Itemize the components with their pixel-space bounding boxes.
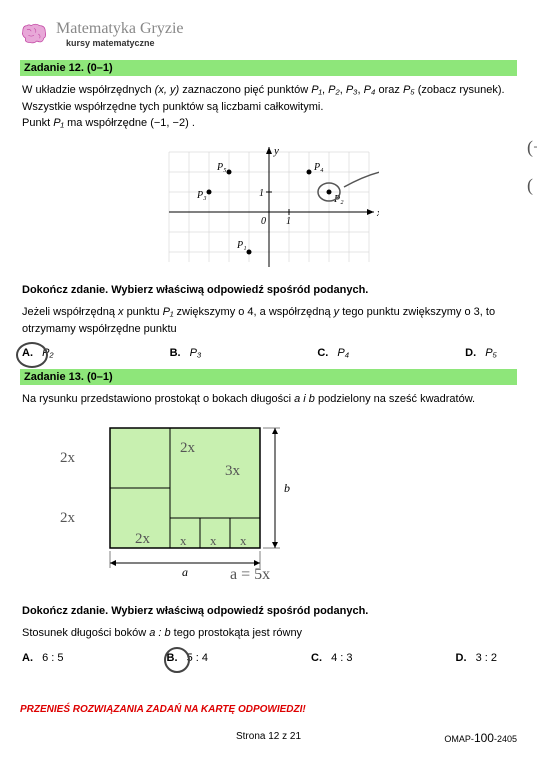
task13-figure: a b 2x 2x 2x 3x 2x x x x a = 5x b=4x a :…	[20, 418, 517, 583]
text: Stosunek długości boków	[22, 627, 149, 639]
label: A.	[22, 652, 33, 664]
label: A.	[22, 347, 33, 359]
svg-text:y: y	[273, 145, 279, 157]
option-a: A. 6 : 5	[22, 652, 63, 664]
math: P₃	[346, 84, 358, 96]
math: P₂	[328, 84, 340, 96]
text: podzielony na sześć kwadratów.	[318, 393, 475, 405]
site-subtitle: kursy matematyczne	[66, 38, 184, 48]
text: Punkt	[22, 117, 53, 129]
task12-figure: x y 0 1 1 P₁ P₂ P₃ P₄ P₅ (−1, − 2) +4 +3…	[20, 142, 517, 272]
task13-header: Zadanie 13. (0–1)	[20, 369, 517, 385]
math: P₅	[485, 347, 497, 359]
option-b: B. P₃	[170, 347, 202, 359]
text: oraz	[378, 84, 402, 96]
task13-instruction: Dokończ zdanie. Wybierz właściwą odpowie…	[22, 603, 515, 620]
text: tego prostokąta jest równy	[174, 627, 302, 639]
hand-2x: 2x	[60, 450, 75, 467]
label: C.	[311, 652, 322, 664]
option-c: C. 4 : 3	[311, 652, 352, 664]
hand-x: x	[210, 533, 217, 549]
text: -2405	[494, 734, 517, 744]
hand-line: ( 3, 1)	[527, 175, 537, 196]
hand-2x: 2x	[60, 510, 75, 527]
task13-question: Stosunek długości boków a : b tego prost…	[22, 625, 515, 642]
hand-2x: 2x	[180, 440, 195, 457]
math: y	[334, 306, 340, 318]
text: punktu	[127, 306, 163, 318]
text: Na rysunku przedstawiono prostokąt o bok…	[22, 393, 294, 405]
option-d: D. P₅	[465, 347, 497, 359]
label: D.	[465, 347, 476, 359]
math: P₁	[311, 84, 322, 96]
math: P₄	[364, 84, 376, 96]
text: Jeżeli współrzędną	[22, 306, 118, 318]
svg-text:0: 0	[261, 216, 266, 227]
svg-text:1: 1	[259, 188, 264, 199]
math: (−1, −2)	[150, 117, 189, 129]
task12-instruction: Dokończ zdanie. Wybierz właściwą odpowie…	[22, 282, 515, 299]
label: B.	[170, 347, 181, 359]
math: a i b	[294, 393, 315, 405]
brain-icon	[20, 22, 48, 46]
option-c: C. P₄	[317, 347, 349, 359]
text: W układzie współrzędnych	[22, 84, 155, 96]
svg-text:a: a	[182, 565, 188, 579]
math: x	[118, 306, 124, 318]
hand-line: (−1, − 2)	[527, 137, 537, 158]
svg-text:P₁: P₁	[236, 240, 247, 251]
footer-instruction: PRZENIEŚ ROZWIĄZANIA ZADAŃ NA KARTĘ ODPO…	[20, 704, 517, 715]
math: (x, y)	[155, 84, 179, 96]
svg-text:P₅: P₅	[216, 162, 227, 173]
svg-text:P₃: P₃	[196, 190, 207, 201]
value: 4 : 3	[331, 652, 352, 664]
coordinate-grid: x y 0 1 1 P₁ P₂ P₃ P₄ P₅	[159, 142, 379, 272]
page-number: Strona 12 z 21	[236, 731, 301, 742]
value: 6 : 5	[42, 652, 63, 664]
option-b: B. 5 : 4	[167, 652, 208, 664]
task12-header: Zadanie 12. (0–1)	[20, 60, 517, 76]
math: P₄	[337, 347, 349, 359]
site-title: Matematyka Gryzie	[56, 20, 184, 38]
text: zaznaczono pięć punktów	[182, 84, 311, 96]
task12-question: Jeżeli współrzędną x punktu P₁ zwiększym…	[22, 304, 515, 337]
math: P₁	[53, 117, 64, 129]
hand-x: x	[180, 533, 187, 549]
hand-2x: 2x	[135, 531, 150, 548]
page-header: Matematyka Gryzie kursy matematyczne	[20, 20, 517, 48]
hand-3x: 3x	[225, 463, 240, 480]
math: P₅	[403, 84, 415, 96]
task12-options: A. P₂ B. P₃ C. P₄ D. P₅	[22, 347, 497, 359]
text: OMAP-	[444, 734, 474, 744]
svg-text:b: b	[284, 481, 290, 495]
task13-options: A. 6 : 5 B. 5 : 4 C. 4 : 3 D. 3 : 2	[22, 652, 497, 664]
label: D.	[456, 652, 467, 664]
svg-text:1: 1	[286, 216, 291, 227]
task12-body: W układzie współrzędnych (x, y) zaznaczo…	[22, 82, 515, 132]
option-d: D. 3 : 2	[456, 652, 497, 664]
math: P₂	[42, 347, 54, 359]
hand-a5x: a = 5x	[230, 566, 270, 584]
handwriting-work: (−1, − 2) +4 +3 ( 3, 1)	[527, 137, 537, 196]
text: 100	[474, 731, 494, 745]
math: a : b	[149, 627, 170, 639]
footer: Strona 12 z 21 OMAP-100-2405	[20, 731, 517, 745]
value: 5 : 4	[187, 652, 208, 664]
text: ma współrzędne	[67, 117, 150, 129]
hand-x: x	[240, 533, 247, 549]
svg-text:x: x	[376, 207, 379, 219]
label: C.	[317, 347, 328, 359]
doc-code: OMAP-100-2405	[444, 731, 517, 745]
value: 3 : 2	[476, 652, 497, 664]
task13-body: Na rysunku przedstawiono prostokąt o bok…	[22, 391, 515, 408]
option-a: A. P₂	[22, 347, 54, 359]
label: B.	[167, 652, 178, 664]
math: P₃	[190, 347, 202, 359]
math: P₁	[163, 306, 174, 318]
text: .	[192, 117, 195, 129]
text: zwiększymy o 4, a współrzędną	[177, 306, 334, 318]
svg-text:P₄: P₄	[313, 162, 324, 173]
